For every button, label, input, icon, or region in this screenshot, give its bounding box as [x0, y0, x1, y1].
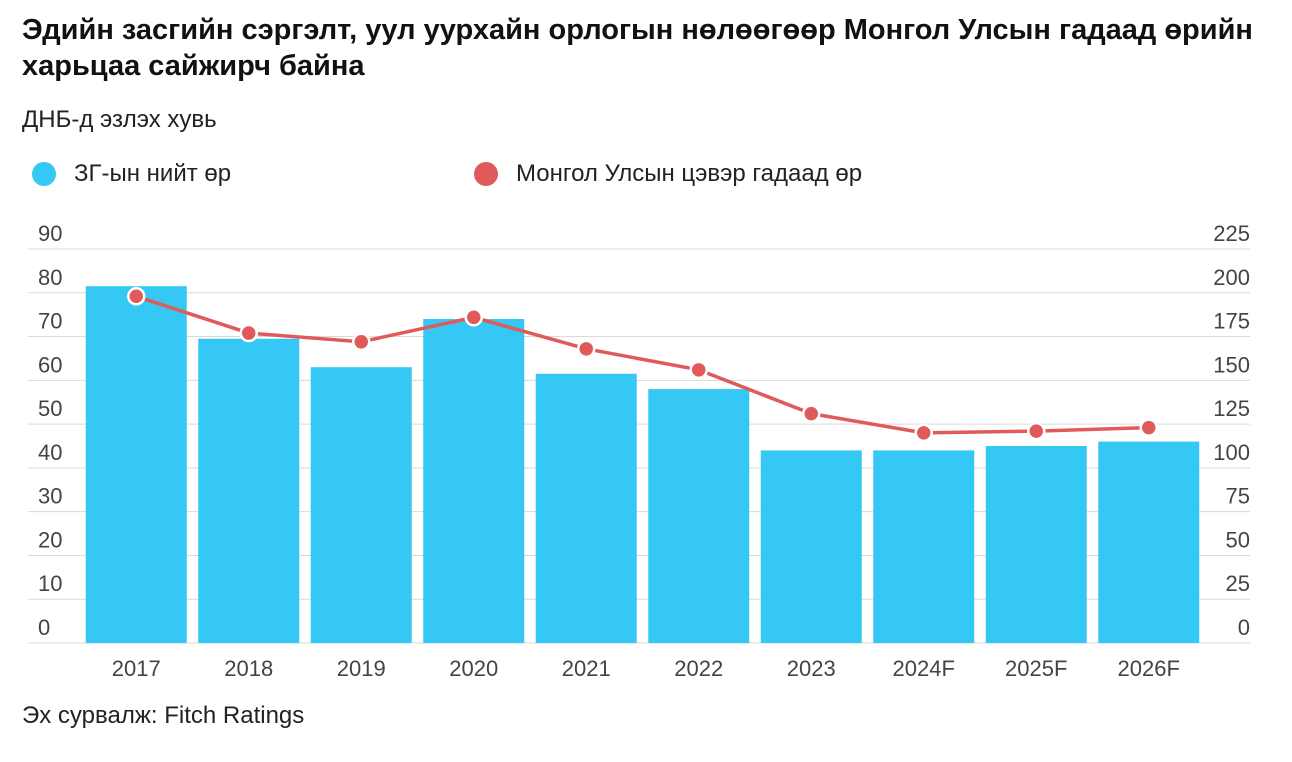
x-tick-label: 2023	[787, 656, 836, 681]
x-tick-label: 2019	[337, 656, 386, 681]
legend-bar-swatch	[32, 162, 56, 186]
line-point	[464, 308, 483, 327]
line-point	[1139, 418, 1158, 437]
legend-item-bars: ЗГ-ын нийт өр	[32, 160, 231, 188]
source-note: Эх сурвалж: Fitch Ratings	[22, 702, 305, 729]
bar	[760, 450, 862, 643]
x-tick-label: 2018	[224, 656, 273, 681]
y-right-tick-label: 50	[1226, 527, 1250, 552]
bar	[535, 373, 637, 643]
x-tick-label: 2020	[449, 656, 498, 681]
y-left-tick-label: 30	[38, 484, 62, 509]
y-right-tick-label: 175	[1213, 309, 1250, 334]
line-point	[802, 404, 821, 423]
y-right-tick-label: 125	[1213, 396, 1250, 421]
legend: ЗГ-ын нийт өр Монгол Улсын цэвэр гадаад …	[32, 160, 1132, 190]
y-right-tick-label: 225	[1213, 221, 1250, 246]
bar	[198, 338, 300, 643]
line-point	[914, 423, 933, 443]
y-left-tick-label: 0	[38, 615, 50, 640]
y-right-tick-label: 200	[1213, 265, 1250, 290]
x-tick-label: 2025F	[1005, 656, 1067, 681]
y-right-tick-label: 150	[1213, 352, 1250, 377]
y-right-tick-label: 0	[1238, 615, 1250, 640]
x-tick-label: 2021	[562, 656, 611, 681]
chart-title: Эдийн засгийн сэргэлт, уул уурхайн орлог…	[22, 14, 1253, 82]
legend-item-line: Монгол Улсын цэвэр гадаад өр	[474, 160, 862, 188]
bar	[85, 286, 187, 643]
x-tick-label: 2026F	[1118, 656, 1180, 681]
y-left-tick-label: 10	[38, 571, 62, 596]
x-tick-label: 2022	[674, 656, 723, 681]
line-point	[239, 323, 258, 343]
line-point	[127, 287, 146, 306]
bar	[1098, 441, 1200, 643]
bar	[423, 319, 525, 643]
y-left-tick-label: 20	[38, 527, 62, 552]
chart-subtitle: ДНБ-д эзлэх хувь	[22, 106, 217, 133]
x-tick-label: 2017	[112, 656, 161, 681]
legend-line-swatch	[474, 162, 498, 186]
bar	[648, 389, 750, 643]
line-point	[577, 339, 596, 359]
y-left-tick-label: 50	[38, 396, 62, 421]
legend-bar-label: ЗГ-ын нийт өр	[74, 160, 232, 187]
line-series	[135, 294, 1149, 435]
y-left-tick-label: 40	[38, 440, 62, 465]
y-left-tick-label: 60	[38, 352, 62, 377]
bar	[985, 446, 1087, 643]
line-point	[689, 360, 708, 380]
y-right-tick-label: 75	[1226, 484, 1250, 509]
legend-line-label: Монгол Улсын цэвэр гадаад өр	[516, 160, 863, 187]
y-right-tick-label: 25	[1226, 571, 1250, 596]
bar	[873, 450, 975, 643]
line-point	[352, 332, 371, 352]
y-left-tick-label: 70	[38, 309, 62, 334]
y-left-tick-label: 80	[38, 265, 62, 290]
x-tick-label: 2024F	[893, 656, 955, 681]
line-point	[1027, 421, 1046, 441]
y-right-tick-label: 100	[1213, 440, 1250, 465]
bar	[310, 367, 412, 643]
y-left-tick-label: 90	[38, 221, 62, 246]
